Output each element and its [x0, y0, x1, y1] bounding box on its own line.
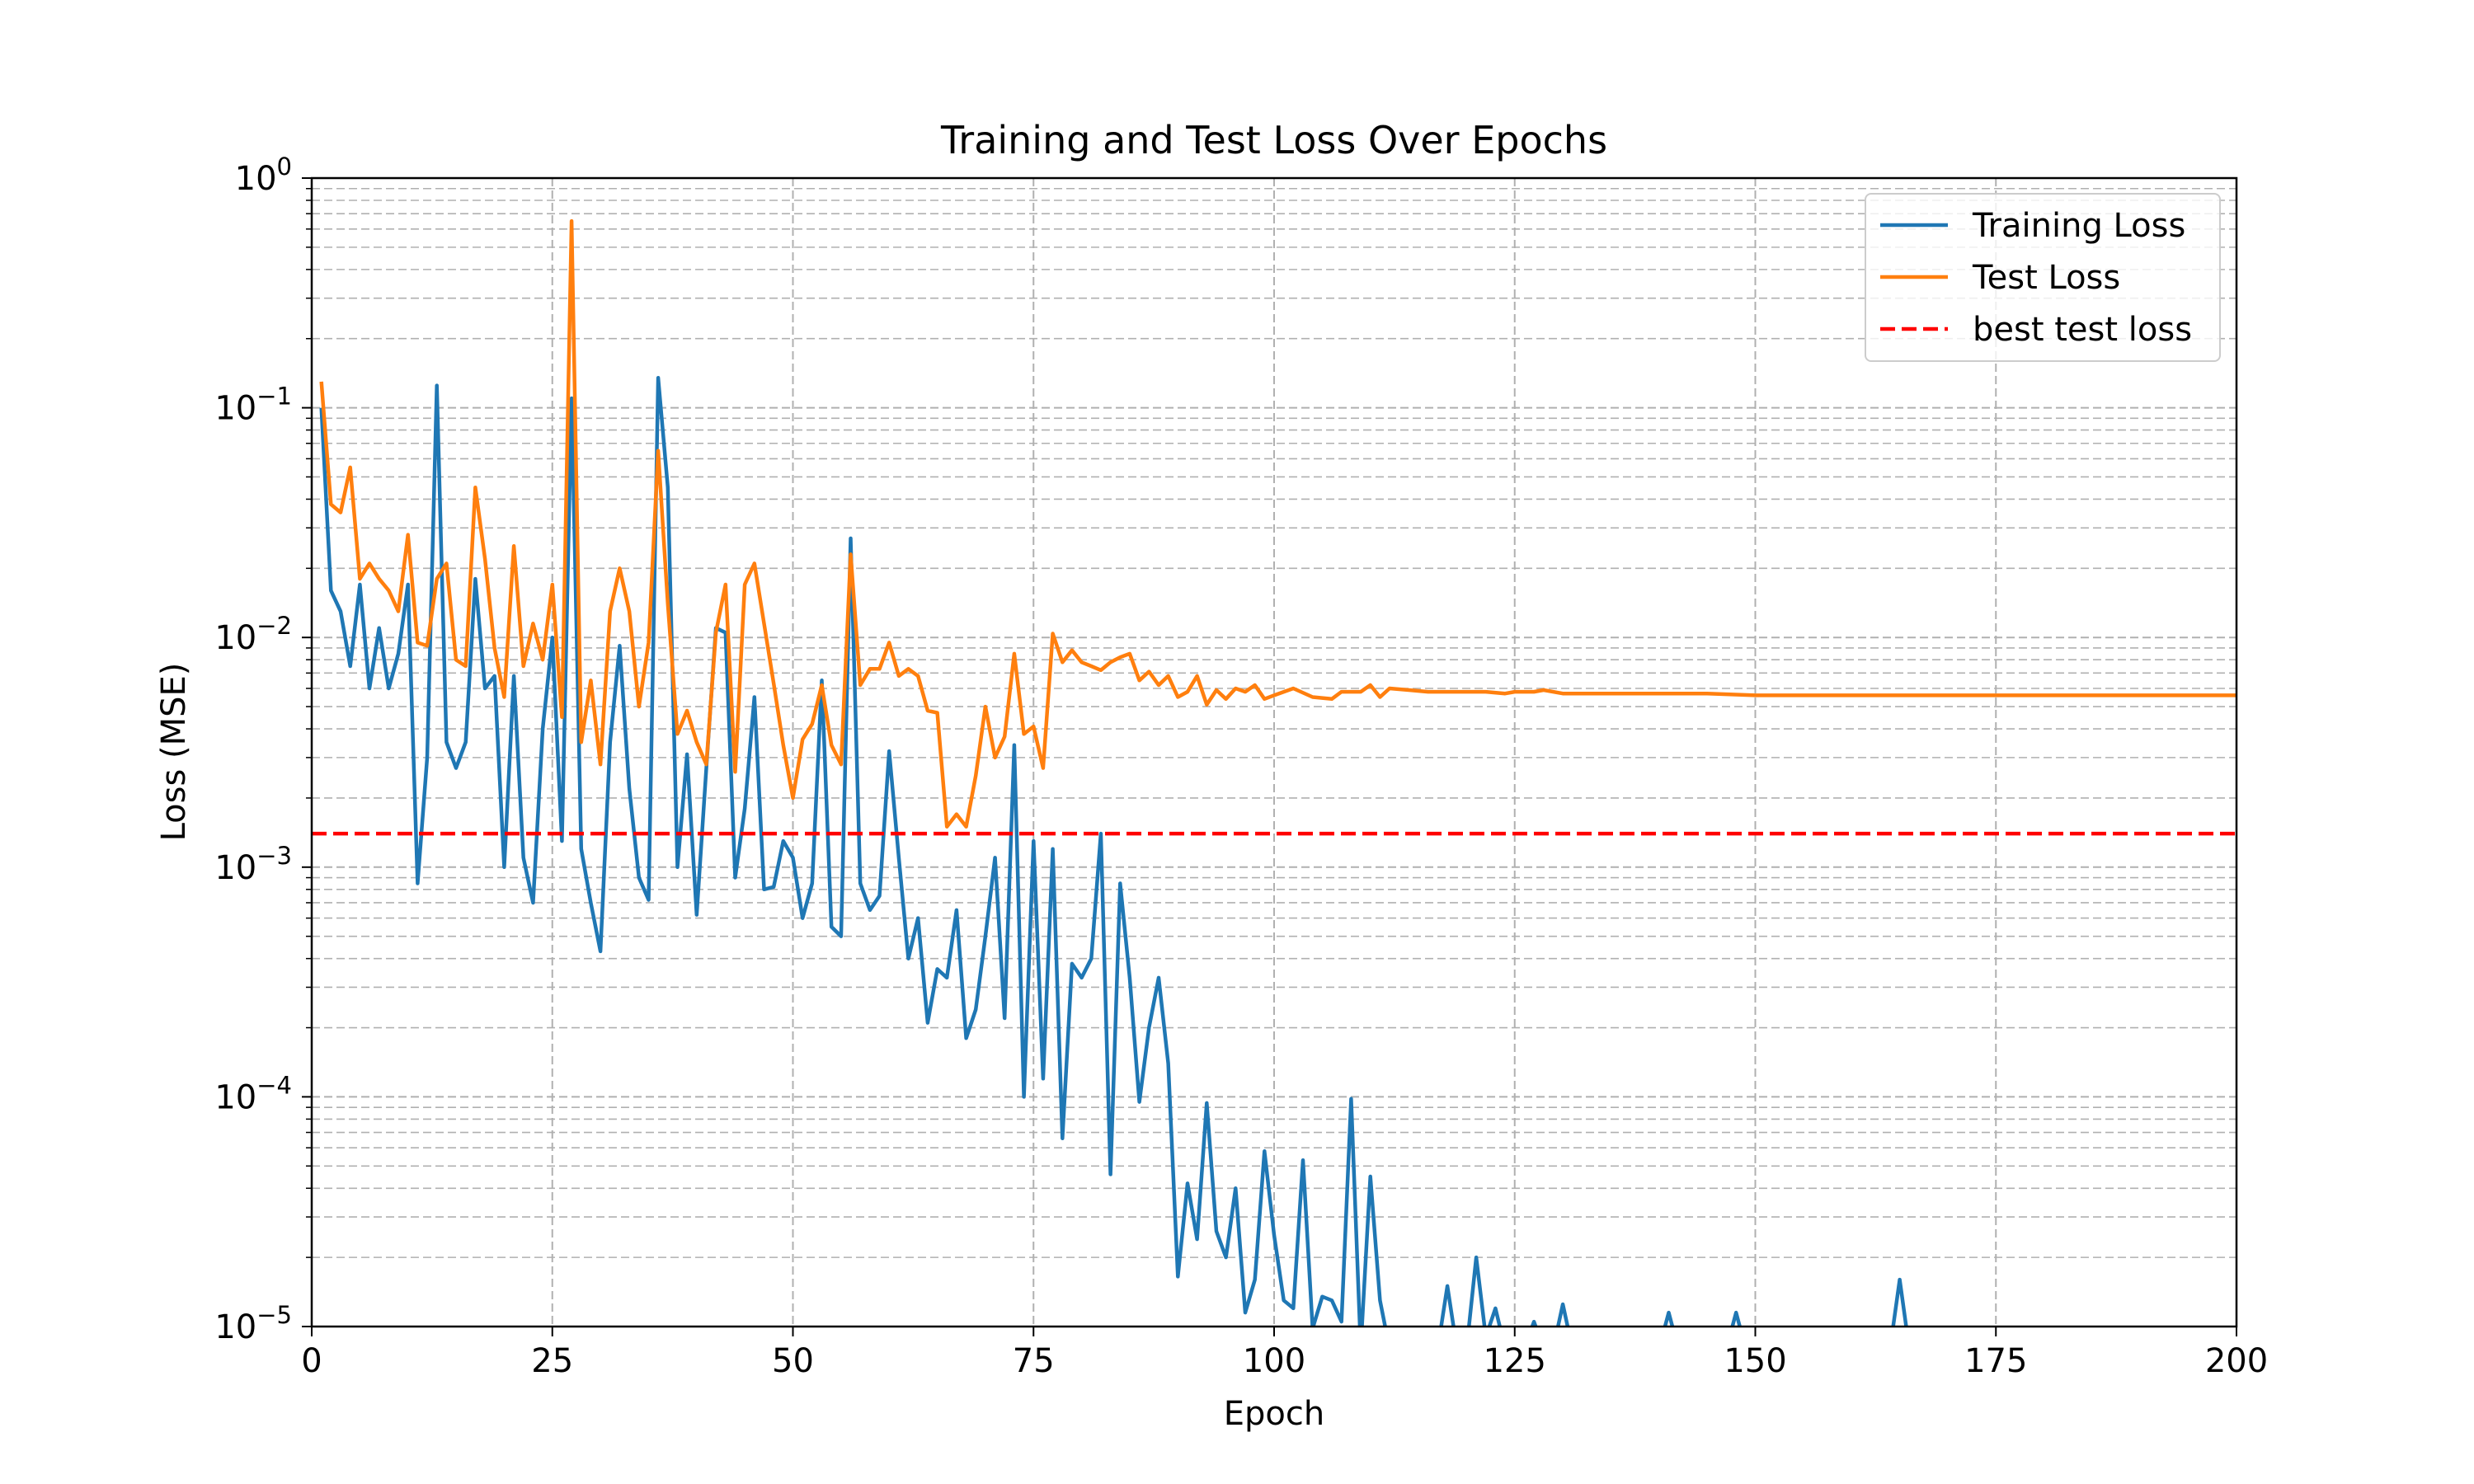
x-tick-label: 75 — [1013, 1342, 1055, 1380]
x-tick-label: 0 — [301, 1342, 322, 1380]
x-tick-label: 150 — [1724, 1342, 1786, 1380]
x-axis-ticks: 0 25 50 75 100 125 150 175 200 — [301, 1327, 2268, 1380]
x-tick-label: 100 — [1243, 1342, 1305, 1380]
chart-title: Training and Test Loss Over Epochs — [940, 118, 1607, 162]
x-tick-label: 175 — [1964, 1342, 2027, 1380]
x-tick-label: 200 — [2205, 1342, 2268, 1380]
legend-box — [1865, 193, 2221, 362]
x-tick-label: 50 — [772, 1342, 814, 1380]
x-tick-label: 125 — [1484, 1342, 1546, 1380]
legend-training-label: Training Loss — [1972, 207, 2185, 245]
x-axis-label: Epoch — [1224, 1395, 1324, 1433]
legend-best-label: best test loss — [1973, 311, 2192, 349]
legend: Training Loss Test Loss best test loss — [1865, 193, 2221, 362]
y-axis-label: Loss (MSE) — [155, 663, 193, 842]
series-line-1 — [319, 218, 2236, 829]
series-layer — [312, 218, 2236, 1327]
series-line-0 — [319, 376, 1908, 1327]
legend-test-label: Test Loss — [1972, 259, 2120, 297]
x-tick-label: 25 — [531, 1342, 573, 1380]
